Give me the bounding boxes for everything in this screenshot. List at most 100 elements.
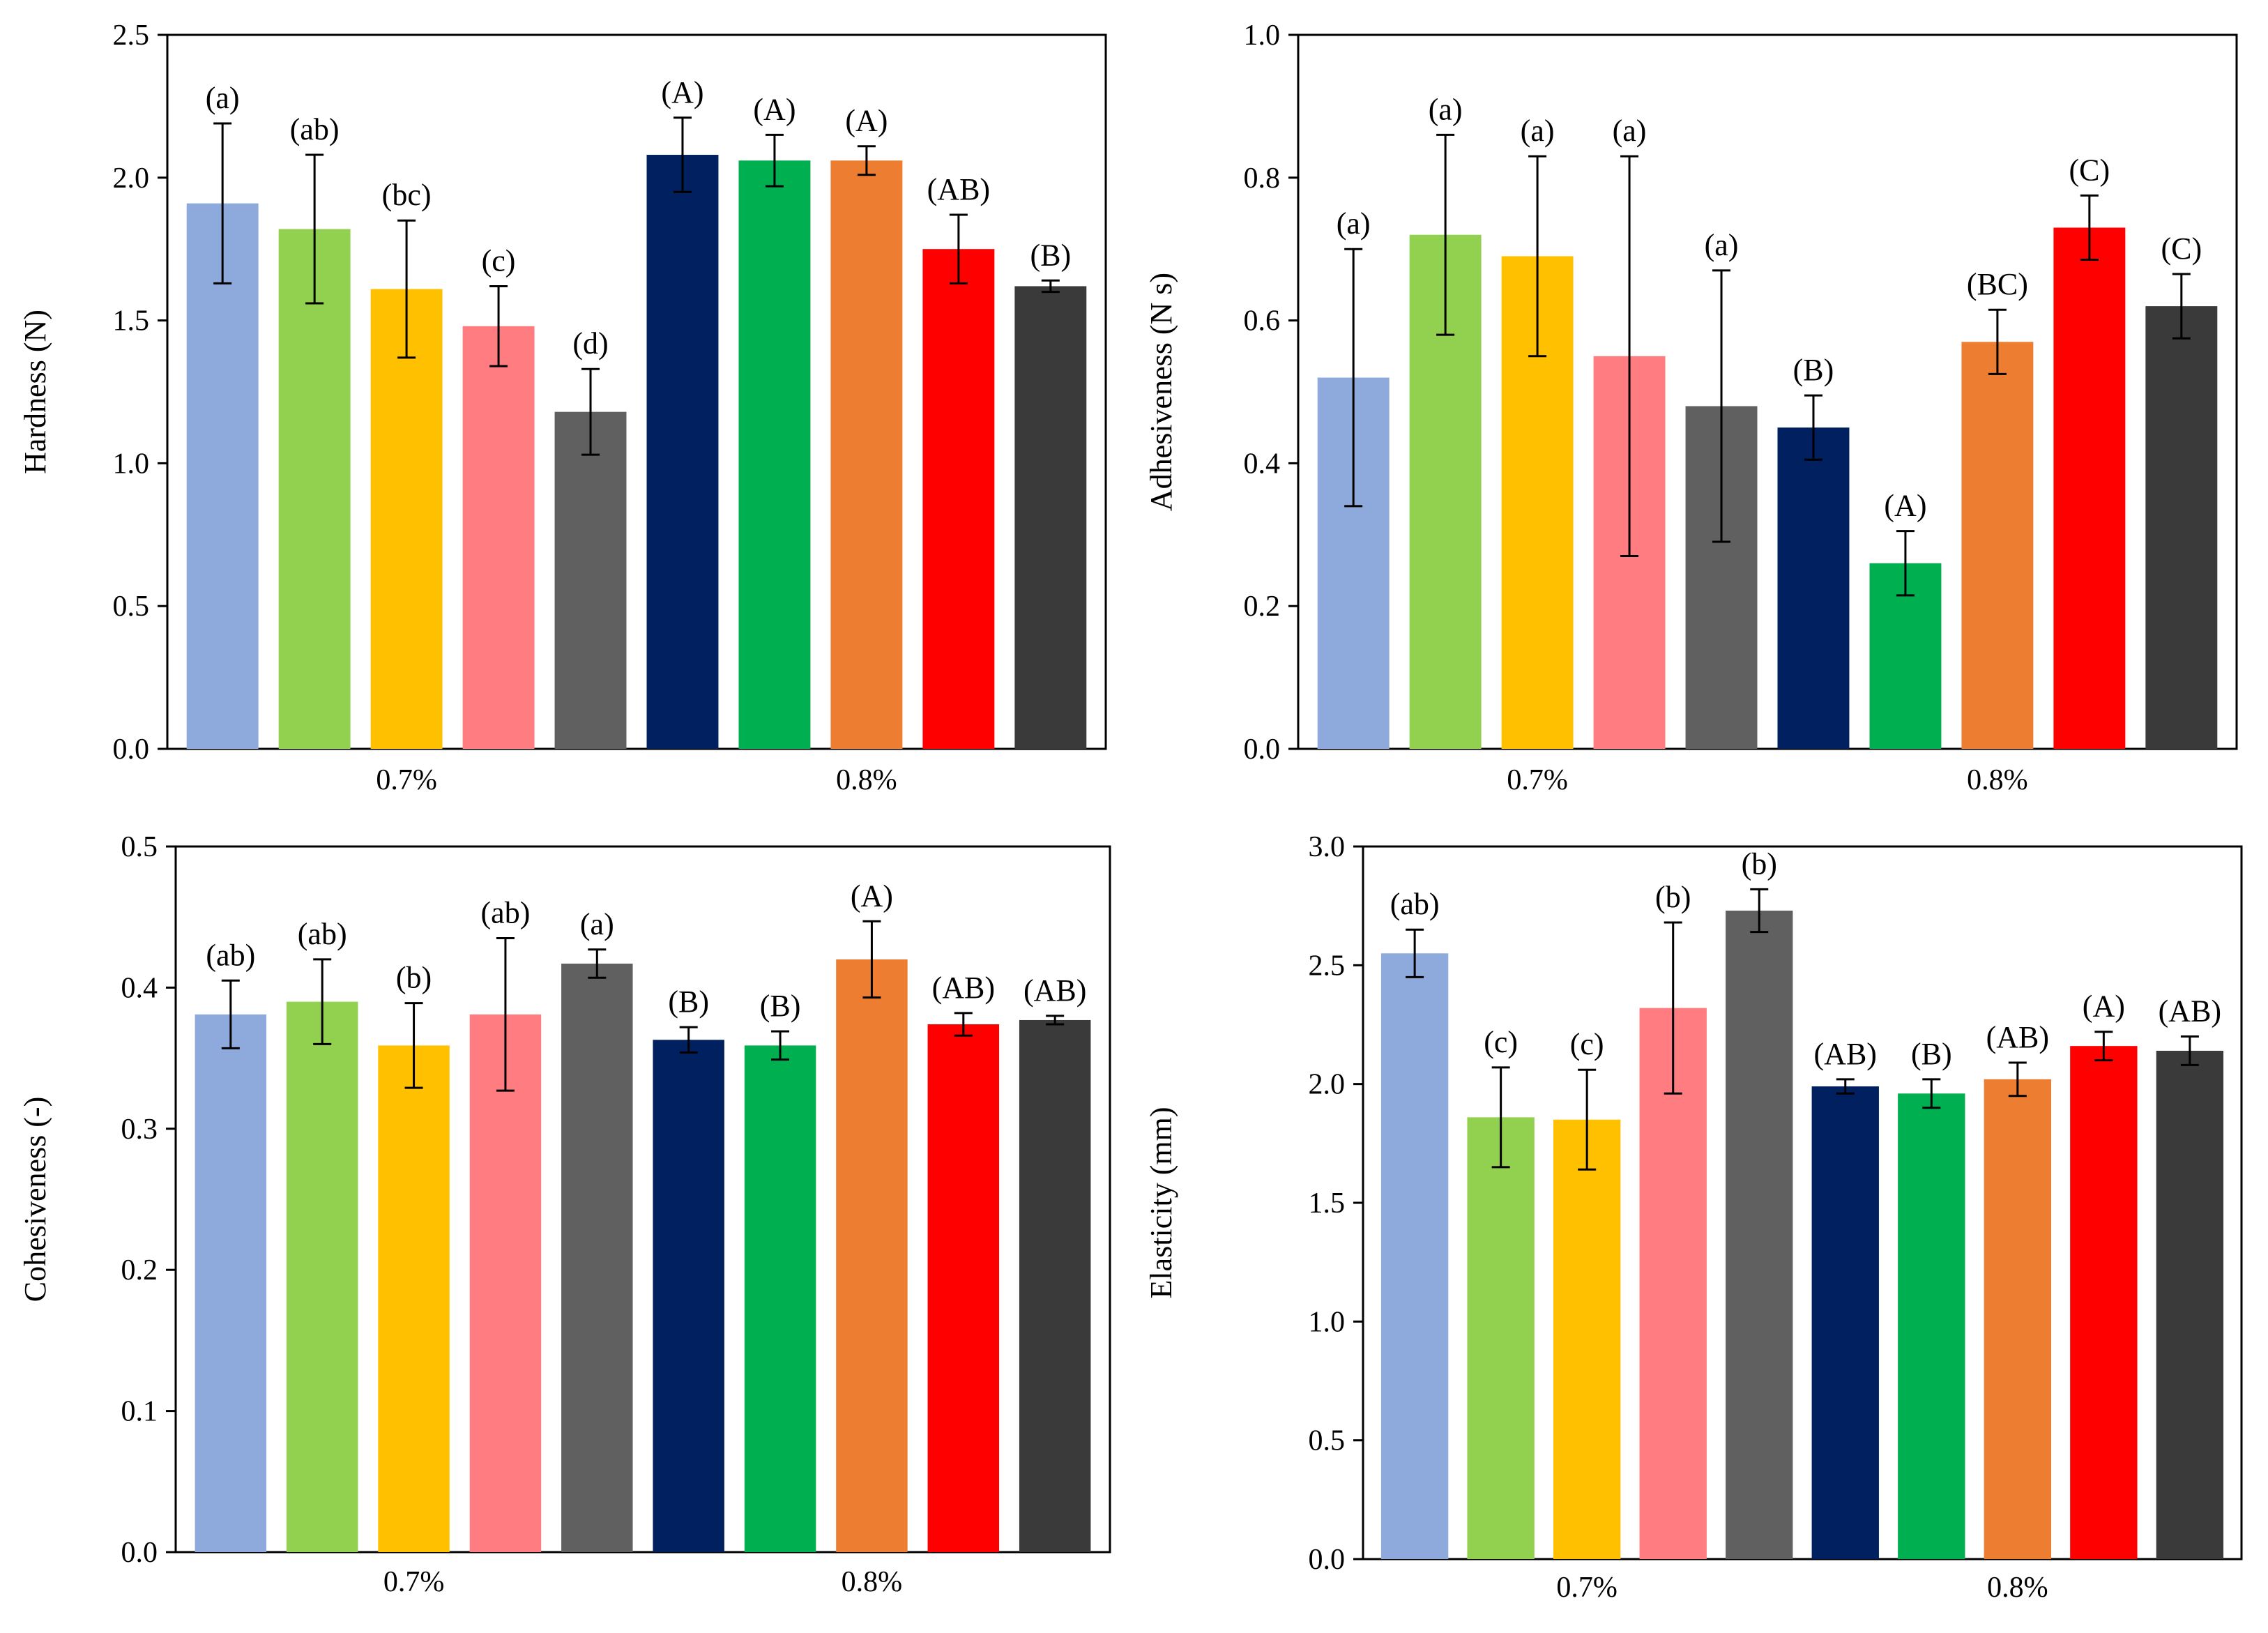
cohesiveness-y-tick-label: 0.5 [121, 831, 158, 863]
cohesiveness-significance-label: (ab) [481, 896, 531, 930]
elasticity-significance-label: (c) [1570, 1027, 1604, 1061]
hardness-bar [370, 289, 443, 749]
cohesiveness-significance-label: (ab) [206, 938, 255, 972]
elasticity-y-axis-label: Elasticity (mm) [1144, 1107, 1178, 1299]
elasticity-bar [1726, 910, 1793, 1559]
hardness-significance-label: (AB) [927, 172, 990, 206]
elasticity-bar [1984, 1079, 2051, 1559]
adhesiveness-y-tick-label: 1.0 [1244, 20, 1281, 52]
elasticity-bar [1811, 1086, 1879, 1559]
cohesiveness-bar [195, 1014, 267, 1552]
cohesiveness-y-tick-label: 0.2 [121, 1254, 158, 1286]
elasticity-bar [1467, 1117, 1535, 1559]
elasticity-significance-label: (b) [1655, 880, 1691, 914]
cohesiveness-significance-label: (b) [396, 961, 432, 995]
hardness-significance-label: (d) [572, 326, 608, 360]
cohesiveness-y-tick-label: 0.4 [121, 972, 158, 1004]
cohesiveness-y-tick-label: 0.0 [121, 1537, 158, 1569]
hardness-significance-label: (c) [482, 243, 516, 278]
elasticity-significance-label: (B) [1911, 1037, 1952, 1071]
cohesiveness-bar [378, 1045, 450, 1552]
cohesiveness-significance-label: (AB) [932, 971, 995, 1005]
cohesiveness-bar [286, 1001, 358, 1552]
adhesiveness-significance-label: (a) [1429, 92, 1463, 126]
cohesiveness-plot-frame [174, 845, 1111, 1554]
adhesiveness-group-label: 0.7% [1507, 764, 1568, 796]
cohesiveness-group-label: 0.8% [842, 1566, 903, 1598]
elasticity-group-label: 0.7% [1556, 1572, 1618, 1604]
hardness-bar [186, 203, 259, 749]
elasticity-bar [2156, 1050, 2224, 1559]
adhesiveness-y-tick-label: 0.8 [1244, 162, 1281, 195]
adhesiveness-y-axis-label: Adhesiveness (N s) [1144, 273, 1178, 511]
adhesiveness-y-tick-label: 0.2 [1244, 591, 1281, 623]
hardness-bar [462, 326, 535, 749]
cohesiveness-bar [1019, 1019, 1091, 1552]
hardness-y-tick-label: 0.0 [113, 734, 150, 766]
hardness-bar [278, 229, 351, 749]
adhesiveness-y-tick-label: 0.4 [1244, 448, 1281, 480]
elasticity-bar [1639, 1008, 1707, 1559]
hardness-significance-label: (ab) [290, 112, 340, 146]
hardness-bar [1014, 286, 1087, 749]
cohesiveness-bar [836, 959, 908, 1552]
elasticity-y-tick-label: 2.5 [1309, 950, 1346, 982]
hardness-chart: 0.0 0.5 1.0 1.5 2.0 2.5 Hardness (N) 0.7% 0.8% (a… [18, 20, 1107, 796]
adhesiveness-significance-label: (C) [2069, 153, 2110, 187]
cohesiveness-bar [653, 1040, 724, 1552]
cohesiveness-significance-label: (A) [851, 879, 893, 913]
elasticity-y-tick-label: 1.0 [1309, 1306, 1346, 1338]
hardness-significance-label: (A) [661, 75, 703, 109]
cohesiveness-chart: 0.0 0.1 0.2 0.3 0.4 0.5 Cohesiveness (-) 0.7% 0.… [18, 831, 1111, 1598]
cohesiveness-group-label: 0.7% [383, 1566, 445, 1598]
elasticity-y-tick-label: 0.0 [1309, 1544, 1346, 1576]
cohesiveness-significance-label: (ab) [298, 917, 347, 951]
adhesiveness-significance-label: (a) [1337, 206, 1371, 241]
elasticity-bar [1898, 1093, 1965, 1559]
adhesiveness-y-tick-label: 0.0 [1244, 734, 1281, 766]
adhesiveness-significance-label: (BC) [1967, 267, 2028, 301]
cohesiveness-significance-label: (AB) [1023, 973, 1086, 1008]
hardness-y-tick-label: 0.5 [113, 591, 150, 623]
elasticity-significance-label: (AB) [1814, 1037, 1877, 1071]
elasticity-significance-label: (AB) [1986, 1020, 2049, 1054]
adhesiveness-significance-label: (a) [1521, 114, 1555, 148]
adhesiveness-y-tick-label: 0.6 [1244, 305, 1281, 337]
hardness-y-axis-label: Hardness (N) [18, 310, 52, 474]
hardness-bar [738, 160, 811, 749]
elasticity-y-tick-label: 0.5 [1309, 1425, 1346, 1457]
adhesiveness-significance-label: (a) [1705, 228, 1739, 262]
adhesiveness-bar [2145, 306, 2218, 749]
cohesiveness-y-axis-label: Cohesiveness (-) [18, 1097, 52, 1302]
hardness-y-tick-label: 2.5 [113, 20, 150, 52]
hardness-bar [830, 160, 903, 749]
elasticity-significance-label: (AB) [2159, 994, 2221, 1028]
adhesiveness-significance-label: (C) [2161, 231, 2202, 266]
elasticity-bar [1380, 953, 1449, 1559]
hardness-significance-label: (B) [1030, 238, 1071, 272]
hardness-significance-label: (bc) [382, 178, 432, 212]
adhesiveness-significance-label: (B) [1793, 353, 1834, 387]
hardness-bar [554, 411, 627, 749]
cohesiveness-significance-label: (a) [580, 907, 614, 941]
hardness-significance-label: (A) [753, 92, 796, 126]
elasticity-significance-label: (b) [1742, 846, 1777, 881]
cohesiveness-bar [561, 963, 633, 1552]
elasticity-significance-label: (ab) [1390, 887, 1440, 921]
elasticity-significance-label: (A) [2083, 989, 2125, 1024]
cohesiveness-significance-label: (B) [760, 989, 801, 1023]
adhesiveness-plot-frame [1297, 33, 2238, 750]
hardness-group-label: 0.8% [836, 764, 897, 796]
hardness-y-tick-label: 2.0 [113, 162, 150, 195]
hardness-plot-frame [166, 33, 1107, 750]
adhesiveness-bar [2053, 227, 2126, 750]
adhesiveness-bar [1961, 342, 2034, 749]
elasticity-bar [1553, 1119, 1621, 1559]
cohesiveness-bar [927, 1024, 1000, 1552]
cohesiveness-significance-label: (B) [668, 985, 709, 1019]
elasticity-y-tick-label: 3.0 [1309, 831, 1346, 863]
hardness-group-label: 0.7% [376, 764, 437, 796]
elasticity-y-tick-label: 1.5 [1309, 1187, 1346, 1220]
elasticity-group-label: 0.8% [1987, 1572, 2048, 1604]
